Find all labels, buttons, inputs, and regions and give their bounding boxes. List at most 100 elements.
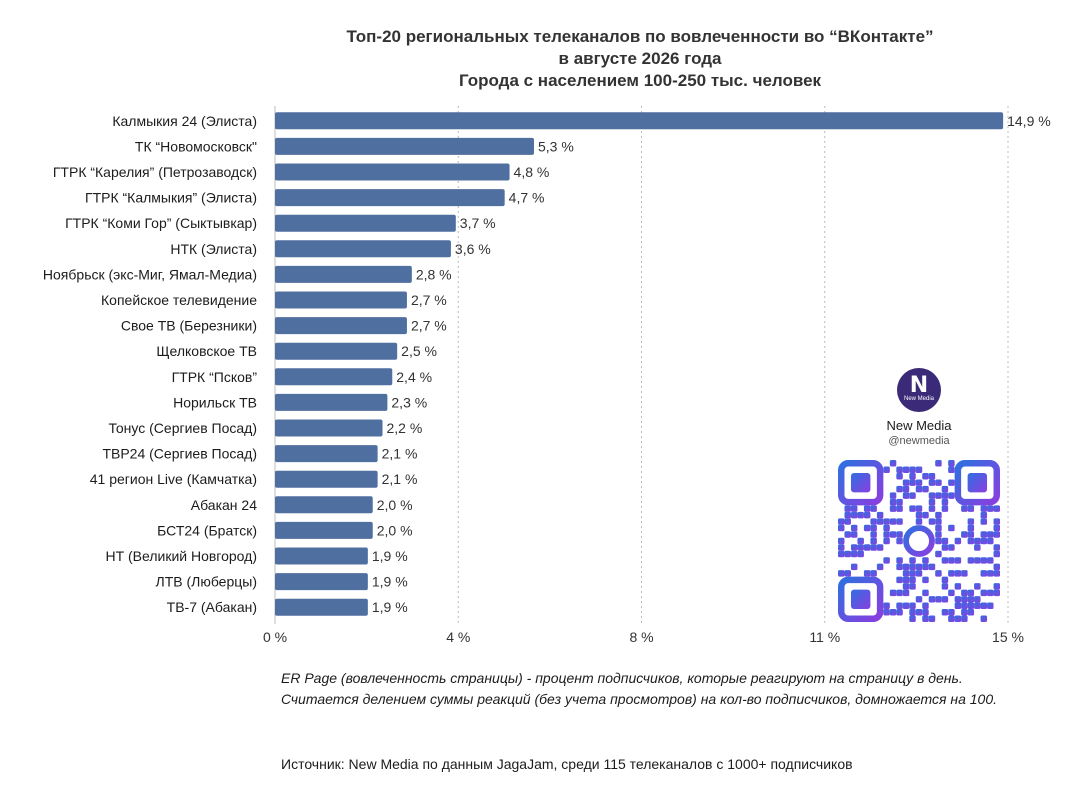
qr-module [974, 596, 981, 603]
qr-finder-core [850, 472, 871, 493]
qr-module [928, 498, 936, 506]
bar [275, 265, 412, 283]
qr-module [948, 570, 955, 577]
qr-module [896, 557, 903, 564]
bar [275, 393, 388, 411]
qr-module [935, 479, 942, 486]
qr-module [870, 518, 877, 525]
qr-module [922, 615, 929, 622]
qr-module [902, 602, 910, 610]
qr-module [876, 563, 884, 571]
qr-module [896, 576, 903, 584]
qr-module [896, 498, 903, 506]
qr-module [993, 544, 1000, 551]
qr-module [838, 570, 845, 577]
qr-module [896, 505, 903, 512]
qr-module [974, 557, 981, 564]
qr-module [967, 518, 975, 525]
bar [275, 598, 368, 616]
qr-module [954, 557, 962, 564]
qr-module [850, 563, 858, 571]
qr-module [850, 511, 858, 519]
new-media-logo-icon: N New Media [897, 368, 941, 412]
qr-module [922, 563, 929, 571]
qr-module [889, 589, 897, 597]
qr-module [863, 570, 871, 577]
qr-module [896, 537, 903, 545]
qr-module [980, 615, 988, 622]
qr-module [935, 531, 942, 538]
bar [275, 214, 456, 232]
qr-module [902, 479, 910, 486]
category-label: Щелковское ТВ [156, 343, 257, 359]
category-label: Копейское телевидение [101, 292, 257, 308]
value-label: 14,9 % [1007, 113, 1051, 129]
bar [275, 137, 534, 155]
value-label: 2,4 % [396, 369, 432, 385]
qr-module [993, 531, 1000, 538]
qr-module [876, 511, 884, 519]
qr-module [922, 609, 929, 616]
qr-module [993, 518, 1000, 525]
bar [275, 573, 368, 591]
qr-module [915, 511, 923, 519]
category-label: НТК (Элиста) [170, 241, 257, 257]
qr-module [961, 602, 968, 610]
category-label: ЛТВ (Люберцы) [156, 574, 258, 590]
qr-module [961, 615, 968, 622]
qr-module [922, 511, 929, 519]
value-label: 1,9 % [372, 574, 408, 590]
x-tick-label: 4 % [446, 629, 470, 645]
qr-module [870, 570, 877, 577]
value-labels: 14,9 % 5,3 % 4,8 % 4,7 % 3,7 % 3,6 %2,8 % 2,7 … [372, 113, 1051, 615]
qr-module [915, 563, 923, 571]
qr-code-icon [838, 460, 1000, 622]
qr-module [974, 583, 981, 590]
qr-module [987, 570, 994, 577]
qr-module [883, 524, 890, 532]
qr-module [863, 524, 871, 532]
x-tick-label: 8 % [629, 629, 653, 645]
qr-module [909, 505, 916, 512]
qr-module [909, 615, 916, 622]
qr-module [948, 609, 955, 616]
qr-module [902, 466, 910, 473]
chart-title-line-3: Города с населением 100-250 тыс. человек [458, 71, 822, 90]
bar [275, 291, 407, 309]
qr-module [948, 557, 955, 564]
qr-module [935, 524, 942, 532]
category-label: Свое ТВ (Березники) [121, 318, 257, 334]
qr-module [857, 550, 864, 558]
value-label: 2,7 % [411, 318, 447, 334]
value-label: 1,9 % [372, 548, 408, 564]
qr-module [909, 570, 916, 577]
qr-module [961, 531, 968, 538]
qr-module [987, 602, 994, 610]
qr-module [987, 589, 994, 597]
qr-module [974, 537, 981, 545]
qr-module [844, 550, 851, 558]
qr-module [928, 615, 936, 622]
qr-module [948, 589, 955, 597]
value-label: 4,8 % [514, 164, 550, 180]
qr-module [948, 544, 955, 551]
value-label: 2,1 % [382, 471, 418, 487]
qr-module [838, 544, 845, 551]
qr-module [857, 544, 864, 551]
qr-module [987, 505, 994, 512]
qr-module [974, 544, 981, 551]
qr-module [928, 563, 936, 571]
source-note: Источник: New Media по данным JagaJam, с… [281, 756, 853, 772]
qr-module [928, 479, 936, 486]
value-label: 4,7 % [509, 190, 545, 206]
qr-module [844, 570, 851, 577]
qr-module [941, 609, 949, 616]
qr-module [883, 537, 890, 545]
qr-module [980, 589, 988, 597]
qr-module [889, 498, 897, 506]
qr-module [870, 524, 877, 532]
chart-title-line-1: Топ-20 региональных телеканалов по вовле… [346, 27, 934, 46]
qr-module [863, 544, 871, 551]
qr-module [889, 531, 897, 538]
category-label: ТВ-7 (Абакан) [167, 599, 257, 615]
